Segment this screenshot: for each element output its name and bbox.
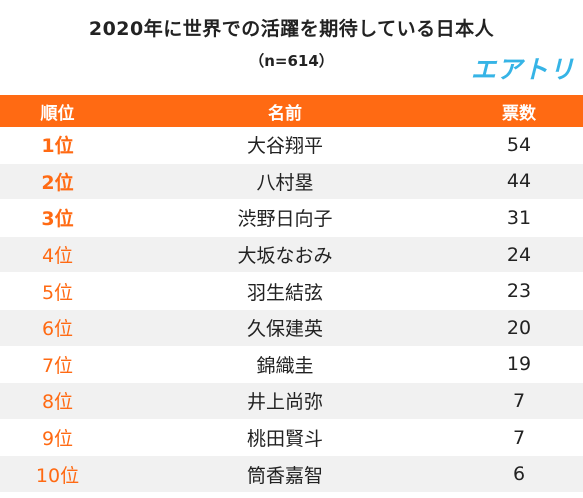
votes-cell: 7 — [455, 419, 583, 457]
table-row: 3位 渋野日向子 31 — [0, 199, 583, 237]
header-name: 名前 — [115, 95, 455, 127]
ranking-table: 順位 名前 票数 1位 大谷翔平 54 2位 八村塁 44 3位 渋野日向子 3… — [0, 95, 583, 493]
name-cell: 渋野日向子 — [115, 199, 455, 237]
votes-cell: 19 — [455, 346, 583, 384]
page-title: 2020年に世界での活躍を期待している日本人 — [88, 18, 495, 40]
table-row: 6位 久保建英 20 — [0, 309, 583, 347]
rank-cell: 2位 — [0, 163, 115, 201]
name-cell: 筒香嘉智 — [115, 455, 455, 493]
table-row: 7位 錦織圭 19 — [0, 346, 583, 384]
rank-cell: 9位 — [0, 419, 115, 457]
table-row: 5位 羽生結弦 23 — [0, 272, 583, 310]
rank-cell: 1位 — [0, 127, 115, 164]
votes-cell: 20 — [455, 309, 583, 347]
name-cell: 久保建英 — [115, 309, 455, 347]
table-row: 2位 八村塁 44 — [0, 163, 583, 201]
rank-cell: 8位 — [0, 382, 115, 420]
votes-cell: 54 — [455, 127, 583, 164]
sample-size: （n=614） — [249, 52, 334, 70]
name-cell: 桃田賢斗 — [115, 419, 455, 457]
name-cell: 大谷翔平 — [115, 127, 455, 164]
name-cell: 錦織圭 — [115, 346, 455, 384]
table-row: 10位 筒香嘉智 6 — [0, 455, 583, 493]
votes-cell: 31 — [455, 199, 583, 237]
rank-cell: 6位 — [0, 309, 115, 347]
brand-logo: エアトリ — [470, 55, 575, 84]
votes-cell: 6 — [455, 455, 583, 493]
table-row: 8位 井上尚弥 7 — [0, 382, 583, 420]
votes-cell: 24 — [455, 236, 583, 274]
header-votes: 票数 — [455, 95, 583, 127]
rank-cell: 10位 — [0, 455, 115, 493]
votes-cell: 23 — [455, 272, 583, 310]
name-cell: 井上尚弥 — [115, 382, 455, 420]
rank-cell: 3位 — [0, 199, 115, 237]
table-row: 1位 大谷翔平 54 — [0, 127, 583, 164]
name-cell: 八村塁 — [115, 163, 455, 201]
table-row: 4位 大坂なおみ 24 — [0, 236, 583, 274]
rank-cell: 5位 — [0, 272, 115, 310]
name-cell: 大坂なおみ — [115, 236, 455, 274]
table-row: 9位 桃田賢斗 7 — [0, 419, 583, 457]
rank-cell: 7位 — [0, 346, 115, 384]
rank-cell: 4位 — [0, 236, 115, 274]
name-cell: 羽生結弦 — [115, 272, 455, 310]
votes-cell: 7 — [455, 382, 583, 420]
votes-cell: 44 — [455, 163, 583, 201]
header-rank: 順位 — [0, 95, 115, 127]
table-header-row: 順位 名前 票数 — [0, 95, 583, 127]
